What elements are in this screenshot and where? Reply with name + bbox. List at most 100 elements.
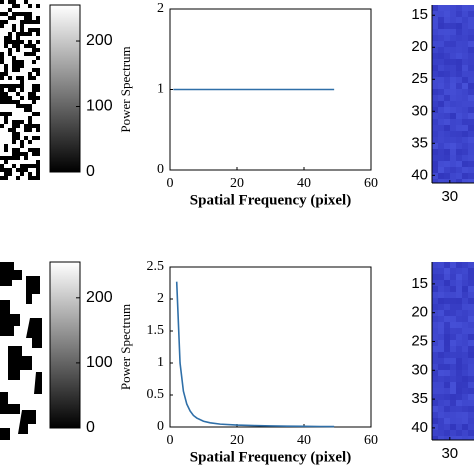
noise-pixel (0, 32, 4, 36)
heatmap-cell (450, 424, 456, 430)
noise-pixel (20, 140, 24, 144)
heatmap-cell (450, 334, 456, 340)
heatmap-cell (468, 328, 474, 334)
noise-pixel (24, 176, 28, 180)
heatmap-cell (450, 161, 456, 167)
y-tick-label: 2 (157, 1, 164, 16)
noise-pixel (16, 140, 20, 144)
noise-pixel (12, 32, 16, 36)
noise-pixel (16, 156, 20, 160)
noise-pixel (0, 116, 4, 120)
noise-pixel (32, 120, 36, 124)
heatmap-cell (450, 83, 456, 89)
noise-pixel (32, 128, 36, 132)
y-tick-label: 25 (411, 70, 428, 87)
noise-pixel (0, 176, 4, 180)
noise-pixel (4, 156, 8, 160)
noise-pixel (24, 44, 28, 48)
heatmap-cell (456, 274, 462, 280)
heatmap-cell (444, 113, 450, 119)
heatmap-cell (468, 286, 474, 292)
noise-pixel (16, 128, 20, 132)
heatmap-cell (438, 292, 444, 298)
heatmap-cell (438, 346, 444, 352)
noise-pixel (32, 48, 36, 52)
heatmap-cell (432, 370, 438, 376)
noise-pixel (12, 140, 16, 144)
heatmap-cell (462, 155, 468, 161)
noise-pixel (12, 4, 16, 8)
heatmap-cell (450, 173, 456, 179)
heatmap-cell (462, 424, 468, 430)
noise-pixel (36, 80, 40, 84)
noise-pixel (32, 156, 36, 160)
heatmap-cell (462, 268, 468, 274)
noise-pixel (36, 108, 40, 112)
noise-pixel (24, 72, 28, 76)
heatmap-cell (468, 107, 474, 113)
noise-pixel (28, 32, 32, 36)
noise-pixel (24, 156, 28, 160)
heatmap-cell (462, 53, 468, 59)
heatmap-cell (456, 149, 462, 155)
heatmap-cell (438, 161, 444, 167)
noise-pixel (16, 68, 20, 72)
heatmap-cell (456, 436, 462, 440)
noise-pixel (8, 104, 12, 108)
noise-pixel (4, 108, 8, 112)
x-axis-label: Spatial Frequency (pixel) (190, 192, 351, 208)
noise-pixel (4, 28, 8, 32)
heatmap-cell (462, 65, 468, 71)
heatmap-cell (462, 95, 468, 101)
noise-pixel (36, 72, 40, 76)
noise-pixel (12, 92, 16, 96)
heatmap-cell (450, 340, 456, 346)
heatmap-cell (456, 47, 462, 53)
noise-pixel (32, 68, 36, 72)
noise-pixel (24, 96, 28, 100)
heatmap-cell (450, 346, 456, 352)
heatmap-cell (444, 107, 450, 113)
noise-pixel (8, 84, 12, 88)
heatmap-cell (444, 119, 450, 125)
heatmap-cell (456, 35, 462, 41)
noise-pixel (8, 28, 12, 32)
noise-pixel (24, 172, 28, 176)
noise-pixel (20, 148, 24, 152)
noise-pixel (36, 92, 40, 96)
x-tick-label: 60 (364, 176, 378, 191)
noise-pixel (12, 88, 16, 92)
heatmap-cell (444, 280, 450, 286)
heatmap-cell (462, 394, 468, 400)
heatmap-cell (450, 430, 456, 436)
noise-pixel (8, 176, 12, 180)
heatmap-cell (468, 304, 474, 310)
y-tick-label: 15 (411, 6, 428, 23)
heatmap-cell (468, 155, 474, 161)
heatmap-cell (450, 11, 456, 17)
noise-pixel (20, 72, 24, 76)
heatmap-cell (462, 41, 468, 47)
heatmap-cell (450, 41, 456, 47)
noise-pixel (8, 144, 12, 148)
noise-pixel (32, 140, 36, 144)
heatmap-cell (456, 352, 462, 358)
noise-pixel (4, 60, 8, 64)
noise-pixel (4, 48, 8, 52)
noise-pixel (24, 60, 28, 64)
heatmap-cell (438, 155, 444, 161)
noise-pixel (20, 36, 24, 40)
heatmap-cell (456, 65, 462, 71)
noise-pixel (0, 0, 4, 4)
noise-pixel (16, 92, 20, 96)
x-tick-label: 20 (230, 433, 244, 448)
heatmap-cell (456, 179, 462, 183)
noise-pixel (8, 4, 12, 8)
heatmap-cell (456, 41, 462, 47)
heatmap-cell (462, 322, 468, 328)
noise-pixel (36, 20, 40, 24)
noise-pixel (4, 104, 8, 108)
heatmap-cell (432, 161, 438, 167)
heatmap-cell (438, 59, 444, 65)
noise-pixel (28, 64, 32, 68)
